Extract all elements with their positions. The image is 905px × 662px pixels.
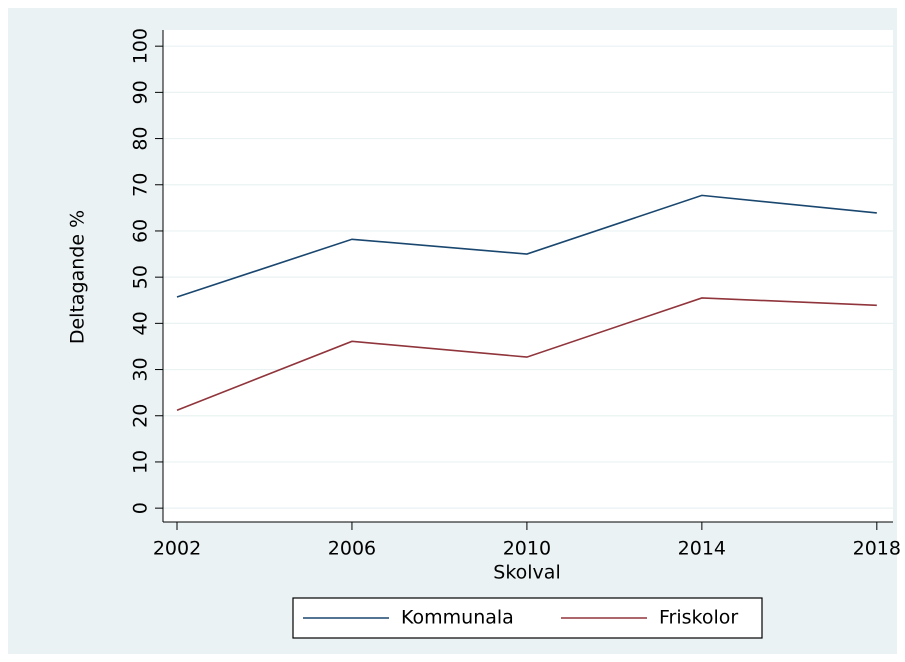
y-tick-label: 60 <box>130 219 152 243</box>
series-line <box>176 194 877 298</box>
legend-label: Kommunala <box>401 607 514 629</box>
y-tick-label: 80 <box>130 126 152 150</box>
legend-label: Friskolor <box>659 607 738 629</box>
series-line <box>176 297 877 411</box>
y-tick-label: 50 <box>130 265 152 289</box>
x-tick-label: 2010 <box>503 538 551 560</box>
y-tick-label: 100 <box>130 28 152 64</box>
y-tick-label: 10 <box>130 450 152 474</box>
x-tick-label: 2006 <box>328 538 376 560</box>
x-tick-label: 2018 <box>853 538 901 560</box>
x-tick-label: 2014 <box>678 538 726 560</box>
y-tick-label: 90 <box>130 80 152 104</box>
x-axis-title: Skolval <box>493 562 560 584</box>
y-tick-label: 30 <box>130 357 152 381</box>
y-tick-label: 70 <box>130 173 152 197</box>
y-tick-label: 20 <box>130 404 152 428</box>
x-tick-label: 2002 <box>153 538 201 560</box>
y-axis-title: Deltagande % <box>67 210 89 344</box>
y-tick-label: 0 <box>130 502 152 514</box>
y-tick-label: 40 <box>130 311 152 335</box>
plot-region <box>163 30 893 522</box>
